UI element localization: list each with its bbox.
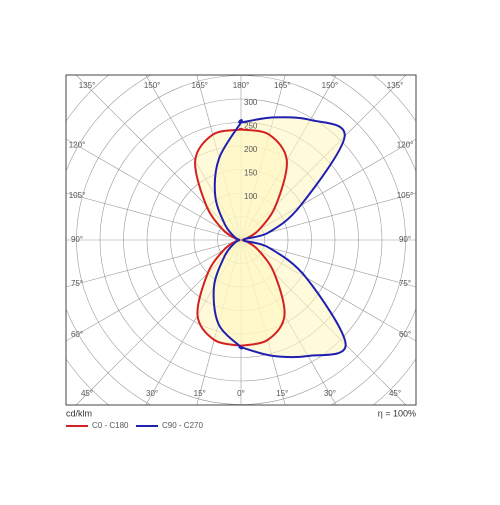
angle-label: 105° bbox=[69, 191, 86, 200]
legend-label: C90 - C270 bbox=[162, 421, 203, 430]
curves bbox=[194, 116, 347, 359]
radius-label: 300 bbox=[244, 98, 258, 107]
curve-fill bbox=[213, 117, 346, 358]
angle-label: 135° bbox=[387, 81, 404, 90]
angle-label: 45° bbox=[389, 389, 401, 398]
grid-spoke bbox=[66, 239, 242, 288]
radius-label: 200 bbox=[244, 145, 258, 154]
angle-label: 15° bbox=[276, 389, 288, 398]
angle-label: 135° bbox=[79, 81, 96, 90]
angle-label: 75° bbox=[71, 279, 83, 288]
angle-label: 105° bbox=[397, 191, 414, 200]
angle-label: 60° bbox=[399, 330, 411, 339]
curve bbox=[194, 127, 288, 348]
angle-label: 120° bbox=[397, 140, 414, 149]
grid-spoke bbox=[66, 239, 242, 342]
angle-label: 30° bbox=[146, 389, 158, 398]
efficiency-label: η = 100% bbox=[378, 408, 416, 418]
radius-label: 250 bbox=[244, 122, 258, 131]
radius-label: 150 bbox=[244, 169, 258, 178]
curve bbox=[212, 116, 347, 359]
angle-label: 165° bbox=[191, 81, 208, 90]
angle-label: 75° bbox=[399, 279, 411, 288]
plot-border bbox=[65, 74, 417, 406]
angle-label: 90° bbox=[399, 235, 411, 244]
angle-label: 30° bbox=[324, 389, 336, 398]
angle-label: 90° bbox=[71, 235, 83, 244]
angle-label: 150° bbox=[322, 81, 339, 90]
angle-label: 45° bbox=[81, 389, 93, 398]
unit-label: cd/klm bbox=[66, 408, 92, 418]
angle-label: 150° bbox=[144, 81, 161, 90]
legend: C0 - C180 C90 - C270 bbox=[66, 421, 203, 430]
angle-label: 15° bbox=[194, 389, 206, 398]
labels: 0° 15° 30° 45° 60° 75° 90° 105° 120° 135° 150° 165°… bbox=[69, 81, 414, 398]
angle-label: 60° bbox=[71, 330, 83, 339]
angle-label: 120° bbox=[69, 140, 86, 149]
angle-label: 165° bbox=[274, 81, 291, 90]
grid-spoke bbox=[66, 138, 242, 241]
radius-label: 100 bbox=[244, 192, 258, 201]
angle-label: 0° bbox=[237, 389, 245, 398]
grid-spoke bbox=[66, 192, 242, 241]
angle-label: 180° bbox=[233, 81, 250, 90]
legend-label: C0 - C180 bbox=[92, 421, 129, 430]
